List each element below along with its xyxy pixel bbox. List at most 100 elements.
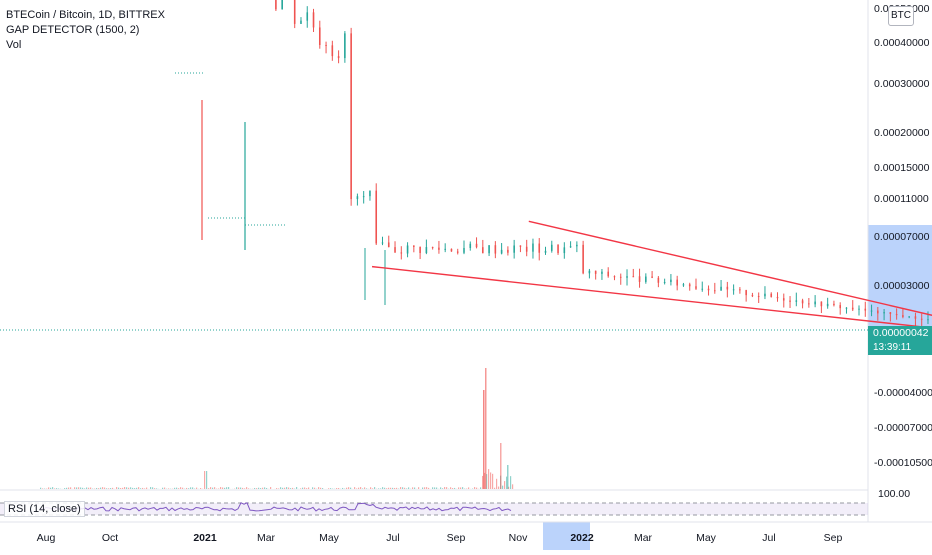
candle-body	[513, 245, 515, 252]
volume-spike	[483, 390, 485, 489]
volume-bar	[168, 488, 169, 489]
volume-bar	[446, 487, 447, 489]
candle-body	[607, 272, 609, 277]
volume-bar	[434, 487, 435, 489]
rsi-label[interactable]: RSI (14, close)	[4, 501, 85, 517]
volume-bar	[254, 488, 255, 489]
volume-bar	[224, 488, 225, 489]
volume-bar	[156, 488, 157, 489]
volume-bar	[174, 488, 175, 489]
gap-detector-line	[175, 73, 285, 225]
candle-body	[482, 247, 484, 253]
candle-body	[676, 280, 678, 286]
volume-bar	[110, 488, 111, 489]
candle-body	[319, 27, 321, 45]
volume-bar	[206, 471, 207, 489]
candle-body	[582, 245, 584, 273]
indicator-label[interactable]: GAP DETECTOR (1500, 2)	[6, 23, 165, 38]
volume-bar	[382, 487, 383, 489]
candle-body	[783, 298, 785, 300]
x-tick-label: May	[696, 532, 717, 544]
volume-bar	[378, 488, 379, 489]
candle-body	[469, 244, 471, 248]
candle-body	[846, 308, 848, 309]
candle-body	[538, 244, 540, 253]
volume-bar	[412, 487, 413, 489]
volume-bar	[432, 487, 433, 489]
volume-bar	[106, 488, 107, 489]
currency-badge[interactable]: BTC	[888, 6, 914, 26]
volume-bar	[394, 488, 395, 489]
candle-body	[419, 247, 421, 253]
volume-bar	[260, 488, 261, 489]
volume-bar	[146, 488, 147, 489]
candle-body	[451, 249, 453, 252]
volume-bar	[150, 487, 151, 489]
candle-body	[576, 245, 578, 246]
volume-bar	[236, 487, 237, 489]
candle-body	[620, 277, 622, 278]
volume-bar	[116, 487, 117, 489]
candle-body	[915, 316, 917, 318]
volume-bar	[302, 488, 303, 489]
volume-bar	[308, 487, 309, 489]
x-tick-label: May	[319, 532, 340, 544]
rsi-tick-label: 100.00	[878, 488, 910, 500]
volume-bar	[444, 487, 445, 489]
volume-bar	[142, 488, 143, 489]
volume-bar	[496, 479, 497, 489]
volume-bar	[442, 488, 443, 489]
candle-body	[802, 300, 804, 303]
candle-body	[796, 300, 798, 302]
candle-body	[332, 45, 334, 56]
candle-body	[457, 251, 459, 252]
volume-bar	[178, 488, 179, 489]
volume-bar	[406, 488, 407, 489]
volume-bar	[226, 487, 227, 489]
volume-bar	[314, 488, 315, 489]
volume-bar	[88, 488, 89, 489]
volume-bar	[402, 487, 403, 489]
volume-bar	[122, 488, 123, 489]
candle-body	[432, 247, 434, 248]
volume-bar	[164, 488, 165, 489]
volume-bar	[188, 488, 189, 489]
volume-bar	[242, 488, 243, 489]
volume-bar	[128, 488, 129, 489]
candle-body	[833, 304, 835, 305]
symbol-title[interactable]: BTECoin / Bitcoin, 1D, BITTREX	[6, 8, 165, 23]
candle-body	[545, 251, 547, 253]
x-tick-label: 2022	[570, 532, 594, 544]
volume-bar	[318, 487, 319, 489]
volume-bar	[480, 487, 481, 489]
candle-body	[350, 33, 352, 199]
volume-label[interactable]: Vol	[6, 38, 165, 53]
candle-body	[551, 245, 553, 251]
candle-body	[858, 309, 860, 310]
volume-bar	[84, 488, 85, 489]
candle-body	[902, 315, 904, 317]
y-tick-label: 0.00015000	[874, 162, 930, 174]
y-tick-label: 0.00030000	[874, 78, 930, 90]
volume-bar	[418, 487, 419, 489]
candle-body	[864, 309, 866, 311]
volume-bar	[286, 487, 287, 489]
volume-bar	[290, 488, 291, 489]
volume-bar	[468, 487, 469, 489]
volume-bar	[300, 488, 301, 489]
x-tick-label: Oct	[102, 532, 118, 544]
volume-bar	[494, 488, 495, 489]
volume-bar	[336, 488, 337, 489]
volume-bar	[312, 487, 313, 489]
candle-body	[375, 191, 377, 244]
volume-bar	[90, 488, 91, 489]
volume-bar	[364, 487, 365, 489]
volume-bar	[74, 487, 75, 489]
volume-bar	[196, 488, 197, 489]
y-tick-label: -0.00004000	[874, 387, 932, 399]
candle-body	[896, 314, 898, 315]
candle-body	[382, 242, 384, 243]
candle-body	[927, 319, 929, 320]
